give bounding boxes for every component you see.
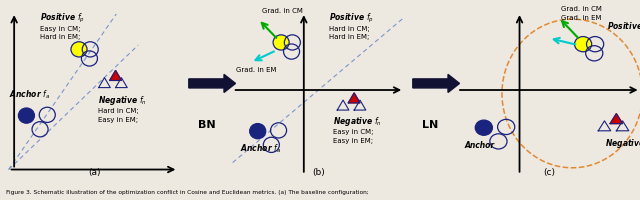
Text: Anchor $f_a$: Anchor $f_a$: [240, 142, 281, 154]
Text: Anchor: Anchor: [465, 140, 495, 149]
Circle shape: [273, 36, 289, 51]
Text: $\bfit{Negative}$: $\bfit{Negative}$: [605, 137, 640, 150]
Text: Easy in EM;: Easy in EM;: [98, 117, 138, 123]
Polygon shape: [610, 114, 623, 124]
Text: (a): (a): [88, 168, 100, 177]
Text: $\bfit{Negative}$ $f_n$: $\bfit{Negative}$ $f_n$: [333, 114, 382, 127]
Text: (c): (c): [543, 168, 555, 177]
Text: $\bfit{Positive}$ $f_p$: $\bfit{Positive}$ $f_p$: [330, 11, 374, 25]
Polygon shape: [109, 71, 122, 81]
Polygon shape: [348, 93, 360, 103]
Text: Hard in CM;: Hard in CM;: [330, 25, 370, 31]
Text: Easy in CM;: Easy in CM;: [40, 25, 80, 31]
Text: $\bfit{Positive}$ $f_p$: $\bfit{Positive}$ $f_p$: [40, 11, 84, 25]
Text: (b): (b): [312, 168, 324, 177]
Text: Grad. in CM: Grad. in CM: [262, 8, 303, 14]
Text: $\bfit{Negative}$ $f_n$: $\bfit{Negative}$ $f_n$: [98, 94, 147, 107]
Text: Figure 3. Schematic illustration of the optimization conflict in Cosine and Eucl: Figure 3. Schematic illustration of the …: [6, 189, 369, 194]
Text: Hard in EM;: Hard in EM;: [40, 34, 80, 40]
Text: Grad. in CM: Grad. in CM: [561, 6, 602, 12]
Circle shape: [476, 120, 492, 136]
Text: BN: BN: [198, 119, 215, 129]
Text: $\bfit{Positive}$: $\bfit{Positive}$: [607, 20, 640, 31]
Text: Grad. in EM: Grad. in EM: [236, 67, 277, 73]
Circle shape: [71, 43, 87, 58]
Circle shape: [19, 108, 35, 124]
Circle shape: [575, 37, 591, 53]
Text: Grad. in EM: Grad. in EM: [561, 15, 601, 21]
Circle shape: [250, 124, 266, 139]
Text: Hard in CM;: Hard in CM;: [98, 108, 139, 114]
Text: Anchor $f_a$: Anchor $f_a$: [9, 88, 50, 101]
Text: Hard in EM;: Hard in EM;: [330, 34, 370, 40]
Text: LN: LN: [422, 119, 438, 129]
Text: Easy in CM;: Easy in CM;: [333, 129, 374, 135]
Text: Easy in EM;: Easy in EM;: [333, 137, 373, 143]
